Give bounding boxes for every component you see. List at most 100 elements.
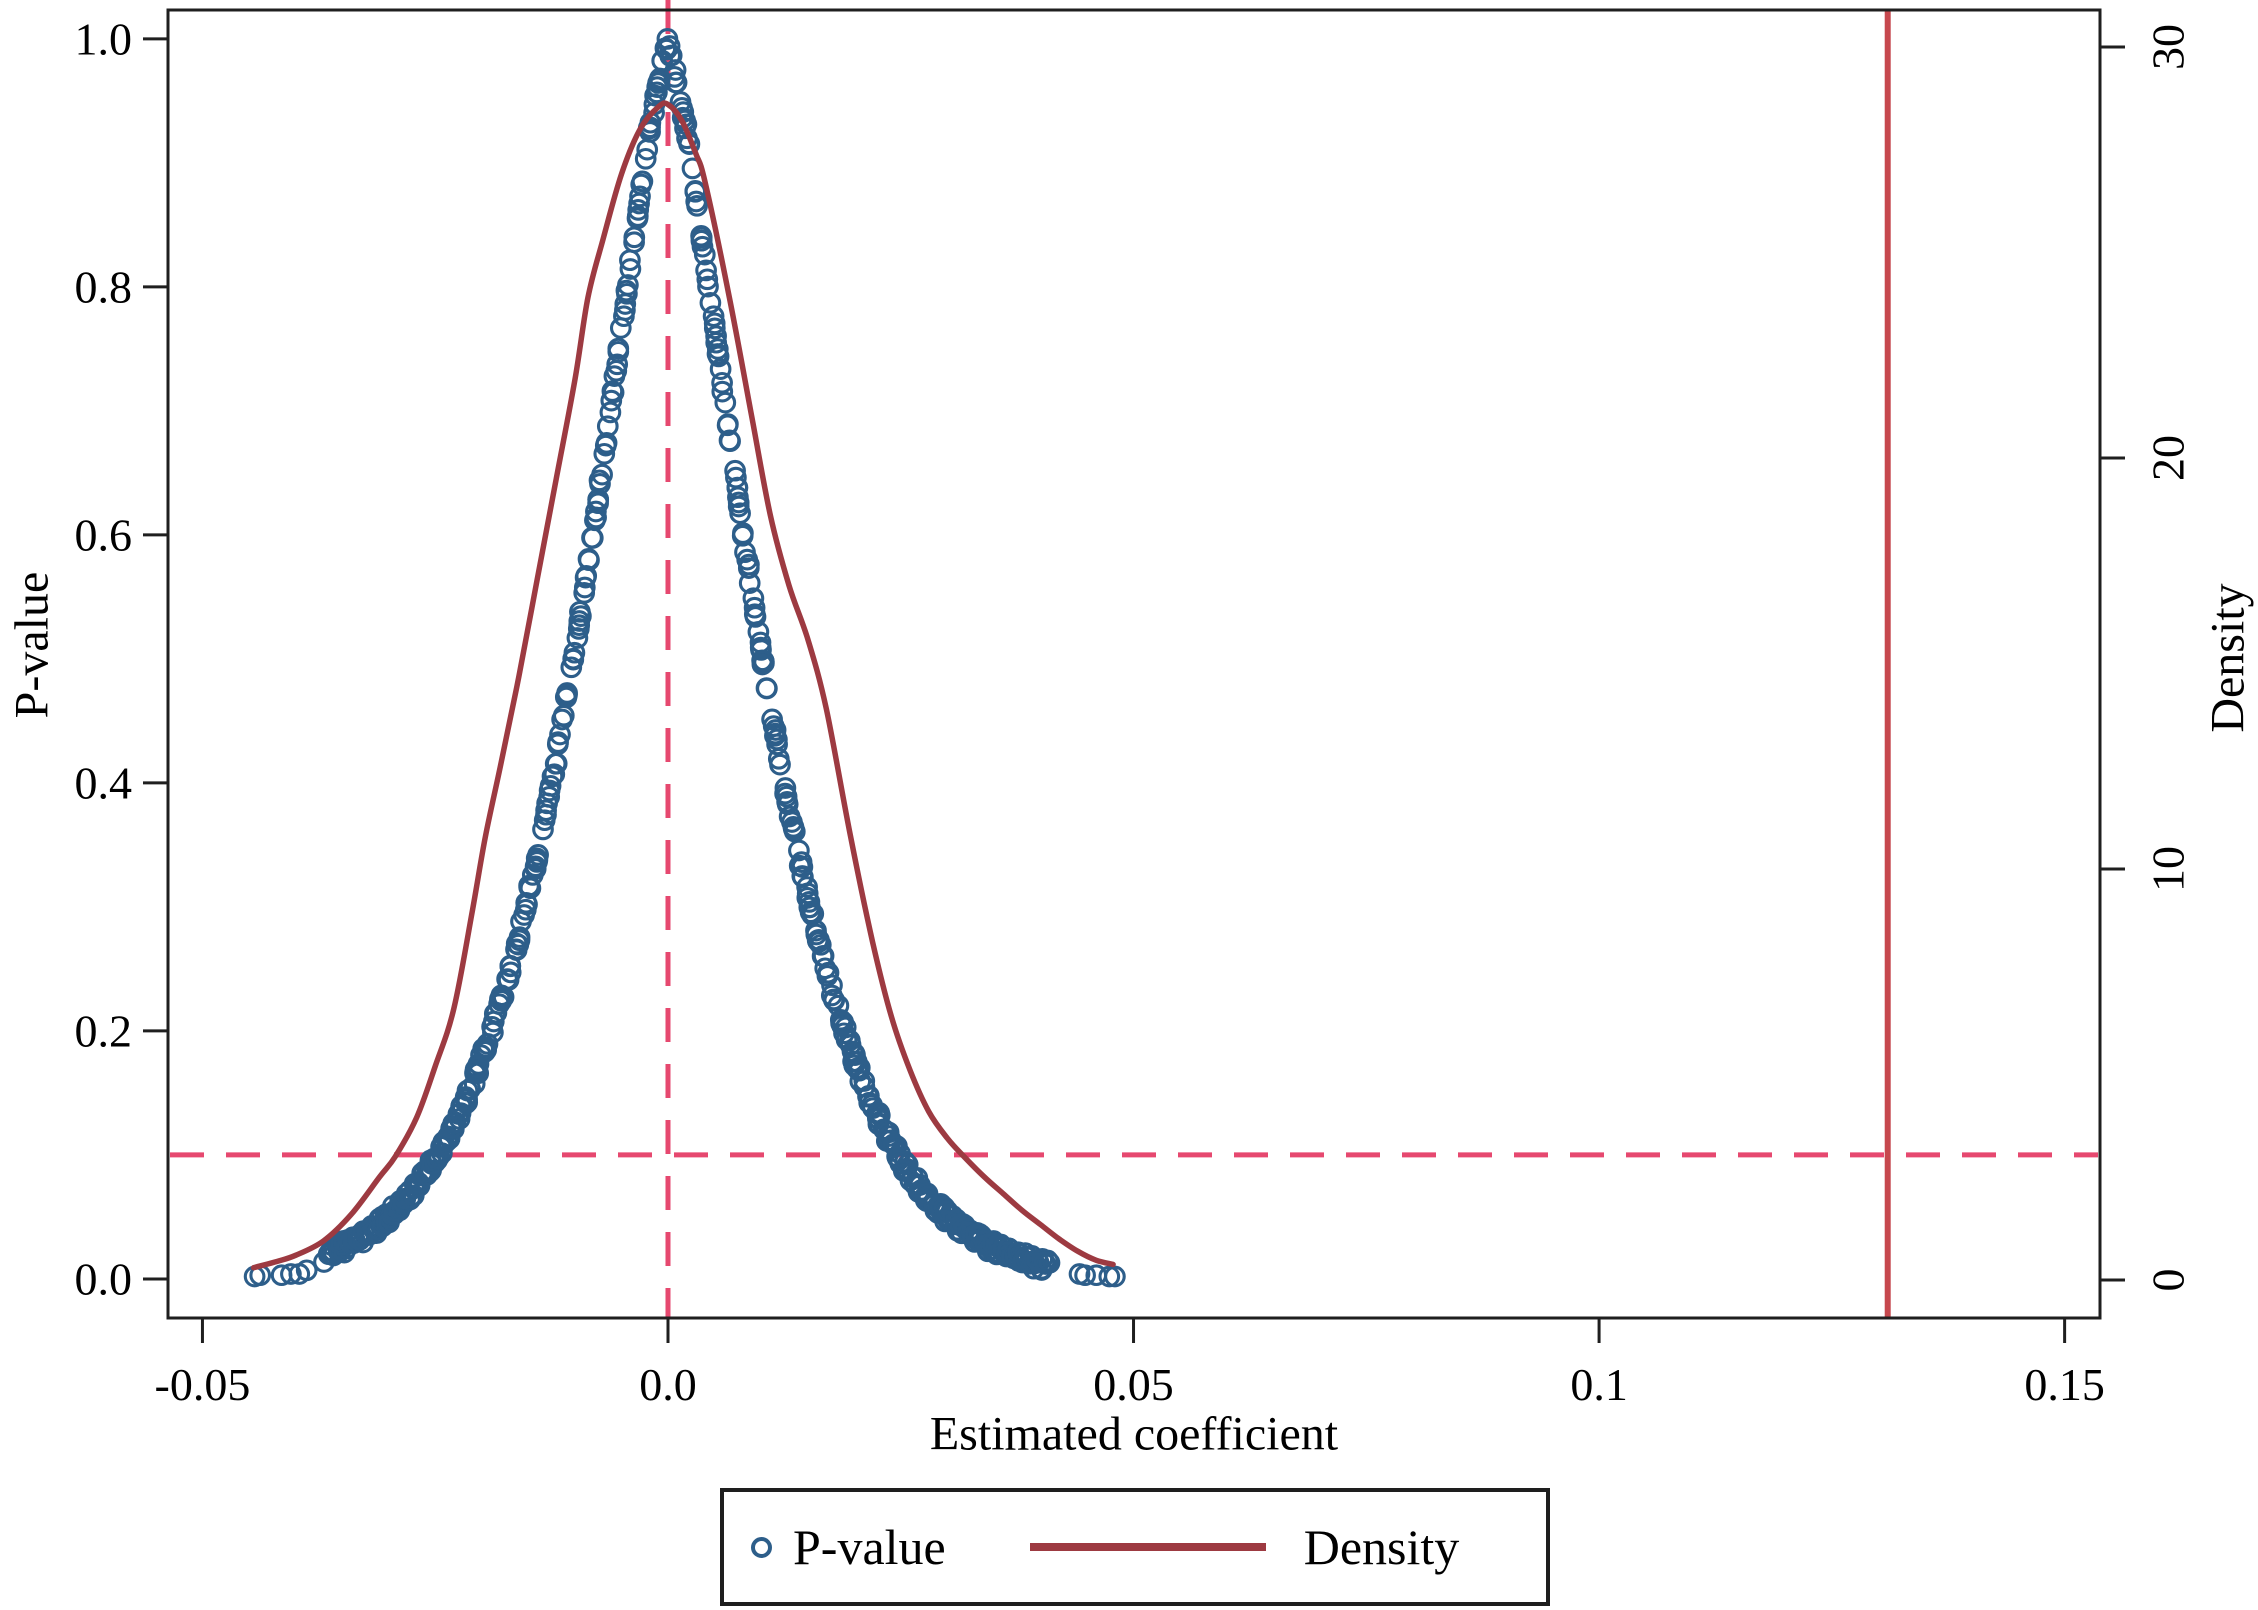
y-right-axis-title: Density [2202,583,2258,732]
y-left-tick-label: 0.0 [75,1253,133,1304]
scatter-point [755,677,778,699]
scatter-point [556,682,578,704]
scatter-point [691,235,714,258]
scatter-point [711,380,734,403]
scatter-point [629,185,651,208]
scatter-point [769,753,791,776]
scatter-point [738,572,761,594]
scatter-point [581,526,603,549]
scatter-point [696,268,719,291]
y-right-axis-title-text: Density [2201,583,2255,733]
scatter-point [801,904,824,926]
scatter-point [481,1015,503,1038]
scatter-point [595,432,618,454]
scatter-point [707,345,730,368]
scatter-point [665,71,688,94]
y-left-tick-label: 0.8 [75,261,133,312]
scatter-point [631,170,654,193]
y-right-tick-label: 10 [2143,846,2194,892]
x-tick-label: 0.0 [639,1359,697,1410]
scatter-point [743,596,766,619]
scatter-point [600,389,623,412]
scatter-point [643,101,665,124]
legend-pvalue-marker-icon [751,1536,772,1558]
x-tick-label: 0.1 [1570,1359,1628,1410]
scatter-point [808,931,830,953]
scatter-point [1104,1265,1126,1288]
scatter-point [593,442,616,465]
scatter-point [607,340,630,363]
scatter-point [589,473,611,495]
scatter-point [736,548,759,571]
y-left-axis-title-text: P-value [5,571,59,719]
scatter-point [585,500,607,523]
scatter-point [567,618,590,640]
scatter-point [858,1084,880,1107]
scatter-point [634,147,657,170]
scatter-point [660,44,683,67]
scatter-point [545,752,568,775]
scatter-point [497,969,520,991]
scatter-point [591,463,613,486]
scatter-point [853,1070,876,1092]
scatter-point [614,293,637,315]
scatter-point [547,731,569,753]
scatter-point [658,35,681,57]
scatter-point [578,549,600,572]
scatter-point [731,524,754,547]
scatter-point [718,429,741,452]
scatter-point [538,786,561,808]
scatter-point [752,649,775,672]
scatter-point [706,338,729,360]
scatter-point [697,275,719,298]
y-left-tick-label: 0.4 [75,757,133,808]
scatter-point [490,989,513,1012]
scatter-point [563,641,586,664]
scatter-point [717,413,739,435]
scatter-point [587,488,610,511]
scatter-point [543,763,566,786]
scatter-point [766,733,788,756]
y-left-tick-label: 0.6 [75,509,133,560]
scatter-point [613,305,635,328]
scatter-point [823,989,846,1012]
scatter-point [295,1259,318,1282]
p-value-scatter [243,28,1126,1288]
scatter-point [626,207,649,230]
scatter-point [508,926,531,948]
scatter-point [1098,1265,1121,1288]
scatter-point [695,259,717,282]
y-left-tick-label: 0.2 [75,1005,133,1056]
scatter-point [714,391,737,414]
scatter-point [1074,1264,1096,1287]
y-left-tick-label: 1.0 [75,13,133,64]
y-right-tick-label: 20 [2143,435,2194,481]
x-axis-title: Estimated coefficient [929,1407,1339,1461]
scatter-point [798,891,821,913]
legend-density-line-icon [1029,1543,1266,1551]
scatter-point [817,962,840,984]
scatter-point [790,851,813,873]
scatter-point [699,291,722,314]
scatter-point [655,38,678,61]
scatter-point [463,1072,486,1095]
scatter-point [705,325,727,347]
x-tick-label: 0.15 [2024,1359,2105,1410]
scatter-point [703,312,726,335]
scatter-point [690,226,713,249]
scatter-point [599,401,622,424]
y-left-axis-title: P-value [6,572,179,719]
legend-density-label: Density [1303,1519,1460,1575]
scatter-point [280,1263,302,1285]
scatter-point [606,353,629,376]
scatter-point [750,639,772,661]
density-curve [250,100,1116,1271]
scatter-point [685,190,708,213]
x-tick-label: -0.05 [155,1359,251,1410]
scatter-point [609,317,632,339]
scatter-point [1033,1251,1056,1273]
scatter-point [727,495,750,518]
scatter-point [596,415,619,438]
scatter-point [744,606,767,628]
y-right-tick-label: 30 [2143,24,2194,70]
